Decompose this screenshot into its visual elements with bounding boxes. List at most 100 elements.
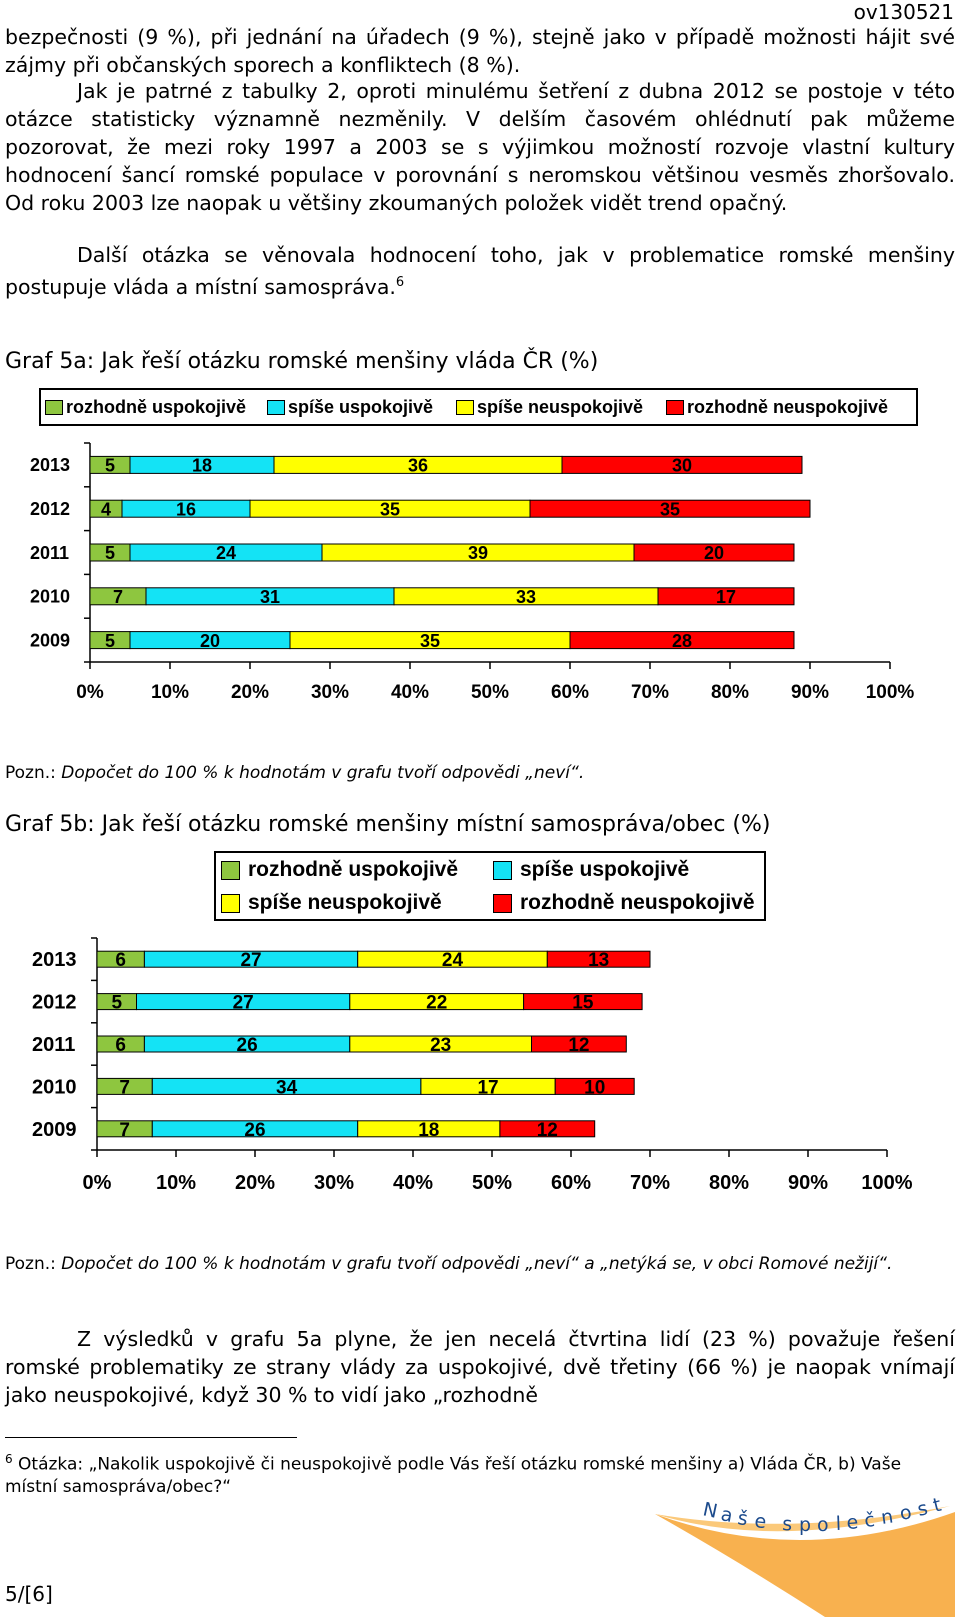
- data-label: 35: [660, 499, 680, 519]
- x-tick-label: 0%: [76, 682, 104, 703]
- data-label: 27: [233, 993, 254, 1014]
- category-label: 2012: [32, 992, 77, 1014]
- data-label: 26: [244, 1120, 265, 1141]
- legend-swatch: [666, 400, 684, 415]
- data-label: 15: [572, 993, 594, 1014]
- data-label: 23: [430, 1035, 451, 1056]
- bar-segment: [633, 543, 795, 562]
- category-label: 2009: [32, 1119, 77, 1141]
- graf-5a-chart: 0% 10% 20% 30% 40% 50% 60% 70% 80% 90% 100% 2013 5 18…: [0, 0, 960, 720]
- svg-text:a: a: [719, 1503, 734, 1527]
- x-tick-label: 40%: [393, 1172, 433, 1194]
- x-tick-label: 0%: [83, 1172, 112, 1194]
- category-label: 2013: [32, 949, 77, 971]
- data-label: 22: [426, 993, 447, 1014]
- x-tick-label: 30%: [311, 682, 349, 703]
- x-tick-label: 80%: [711, 682, 749, 703]
- legend-label: rozhodně uspokojivě: [66, 397, 247, 417]
- category-label: 2009: [30, 630, 70, 650]
- svg-text:o: o: [817, 1514, 829, 1536]
- x-tick-label: 50%: [472, 1172, 512, 1194]
- paragraph-3: Další otázka se věnovala hodnocení toho,…: [5, 241, 955, 301]
- data-label: 20: [704, 543, 724, 563]
- chart-svg: 0% 10% 20% 30% 40% 50% 60% 70% 80% 90% 100% 2013 5 18…: [30, 442, 915, 703]
- x-tick-label: 80%: [709, 1172, 749, 1194]
- data-label: 20: [200, 631, 220, 651]
- x-tick-label: 90%: [788, 1172, 828, 1194]
- document-code: ov130521: [853, 0, 954, 24]
- legend-label: rozhodně neuspokojivě: [520, 891, 755, 914]
- x-tick-label: 70%: [631, 682, 669, 703]
- graf-5b-legend: rozhodně uspokojivě spíše uspokojivě spí…: [214, 851, 766, 921]
- svg-text:e: e: [846, 1511, 859, 1534]
- data-label: 26: [237, 1035, 258, 1056]
- data-label: 27: [240, 950, 261, 971]
- legend-label: spíše neuspokojivě: [248, 891, 442, 914]
- paragraph-4: Z výsledků v grafu 5a plyne, že jen nece…: [5, 1327, 955, 1407]
- data-label: 24: [216, 543, 236, 563]
- data-label: 17: [716, 587, 736, 607]
- data-label: 12: [568, 1035, 589, 1056]
- category-label: 2012: [30, 499, 70, 519]
- data-label: 7: [113, 587, 123, 607]
- x-tick-label: 50%: [471, 682, 509, 703]
- data-label: 16: [176, 499, 196, 519]
- legend-item-rozhodne-uspokojive: rozhodně uspokojivě: [221, 858, 458, 882]
- data-label: 7: [119, 1120, 130, 1141]
- data-label: 6: [115, 950, 126, 971]
- note-prefix: Pozn.:: [5, 763, 56, 783]
- data-label: 5: [105, 456, 115, 476]
- legend-label: spíše uspokojivě: [520, 858, 690, 881]
- x-tick-label: 30%: [314, 1172, 354, 1194]
- footnote: 6 Otázka: „Nakolik uspokojivě či neuspok…: [5, 1448, 955, 1498]
- data-label: 18: [418, 1120, 439, 1141]
- svg-text:š: š: [736, 1507, 749, 1530]
- note-text: Dopočet do 100 % k hodnotám v grafu tvoř…: [55, 1254, 893, 1274]
- svg-text:s: s: [915, 1497, 929, 1521]
- legend-swatch: [45, 400, 63, 415]
- data-label: 31: [260, 587, 280, 607]
- x-tick-label: 40%: [391, 682, 429, 703]
- graf-5b-title: Graf 5b: Jak řeší otázku romské menšiny …: [5, 812, 771, 837]
- x-tick-label: 100%: [866, 682, 915, 703]
- data-label: 13: [588, 950, 609, 971]
- legend-label: rozhodně uspokojivě: [248, 858, 459, 881]
- paragraph-2: Jak je patrné z tabulky 2, oproti minulé…: [5, 79, 955, 215]
- data-label: 6: [115, 1035, 126, 1056]
- category-label: 2010: [32, 1076, 77, 1098]
- page-number: 5/[6]: [5, 1582, 53, 1606]
- note-prefix: Pozn.:: [5, 1254, 56, 1274]
- legend-item-rozhodne-uspokojive: rozhodně uspokojivě: [45, 397, 246, 418]
- data-label: 28: [672, 631, 692, 651]
- data-label: 33: [516, 587, 536, 607]
- data-label: 39: [468, 543, 488, 563]
- data-label: 34: [276, 1077, 298, 1098]
- legend-item-rozhodne-neuspokojive: rozhodně neuspokojivě: [666, 397, 888, 418]
- svg-text:č: č: [863, 1509, 876, 1532]
- x-tick-label: 10%: [156, 1172, 196, 1194]
- x-tick-label: 20%: [235, 1172, 275, 1194]
- legend-item-spise-neuspokojive: spíše neuspokojivě: [456, 397, 643, 418]
- graf-5b-chart: 0% 10% 20% 30% 40% 50% 60% 70% 80% 90% 100% 2013 6 27…: [32, 937, 913, 1194]
- svg-text:t: t: [931, 1494, 944, 1517]
- bar-segment: [529, 499, 811, 518]
- legend-swatch: [221, 893, 240, 913]
- legend-swatch: [221, 860, 240, 880]
- legend-label: spíše uspokojivě: [288, 397, 434, 417]
- data-label: 10: [584, 1077, 605, 1098]
- graf-5a-title: Graf 5a: Jak řeší otázku romské menšiny …: [5, 349, 599, 374]
- x-tick-label: 20%: [231, 682, 269, 703]
- bar-segment: [546, 950, 651, 968]
- category-label: 2013: [30, 455, 70, 475]
- data-label: 7: [119, 1077, 130, 1098]
- data-label: 18: [192, 456, 212, 476]
- legend-swatch: [267, 400, 285, 415]
- category-label: 2010: [30, 587, 70, 607]
- bar-segment: [531, 1035, 627, 1053]
- paragraph-1: bezpečnosti (9 %), při jednání na úřadec…: [5, 25, 955, 77]
- data-label: 12: [537, 1120, 558, 1141]
- bar-segment: [499, 1120, 596, 1138]
- nase-spolecnost-logo: N a š e s p o l e č n o s t: [655, 1494, 955, 1617]
- svg-text:o: o: [898, 1501, 913, 1525]
- bar-segment: [523, 993, 643, 1011]
